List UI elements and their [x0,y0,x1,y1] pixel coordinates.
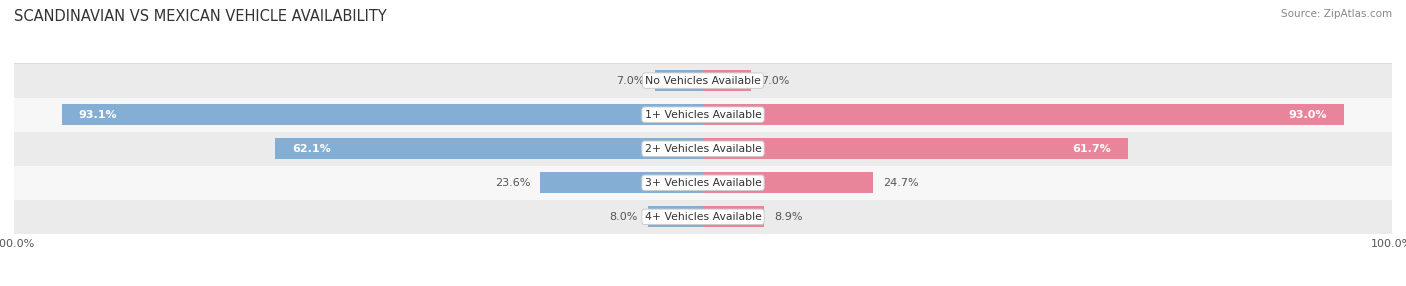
Text: 62.1%: 62.1% [292,144,332,154]
Bar [655,70,703,91]
Bar [540,172,703,193]
Text: SCANDINAVIAN VS MEXICAN VEHICLE AVAILABILITY: SCANDINAVIAN VS MEXICAN VEHICLE AVAILABI… [14,9,387,23]
Bar [703,104,1344,125]
Bar [703,138,1128,159]
Text: 2+ Vehicles Available: 2+ Vehicles Available [644,144,762,154]
Text: No Vehicles Available: No Vehicles Available [645,76,761,86]
Text: 24.7%: 24.7% [883,178,920,188]
Text: 7.0%: 7.0% [762,76,790,86]
Bar [703,70,751,91]
Text: 93.0%: 93.0% [1288,110,1326,120]
Bar [62,104,703,125]
Text: 8.0%: 8.0% [609,212,637,222]
Bar [14,132,1392,166]
Bar [648,206,703,227]
Text: 7.0%: 7.0% [616,76,644,86]
Text: 4+ Vehicles Available: 4+ Vehicles Available [644,212,762,222]
Bar [276,138,703,159]
Bar [703,206,765,227]
Text: 61.7%: 61.7% [1073,144,1111,154]
Text: 1+ Vehicles Available: 1+ Vehicles Available [644,110,762,120]
Bar [14,200,1392,234]
Bar [14,63,1392,98]
Text: Source: ZipAtlas.com: Source: ZipAtlas.com [1281,9,1392,19]
Text: 93.1%: 93.1% [79,110,118,120]
Text: 23.6%: 23.6% [495,178,530,188]
Bar [703,172,873,193]
Text: 3+ Vehicles Available: 3+ Vehicles Available [644,178,762,188]
Bar [14,98,1392,132]
Bar [14,166,1392,200]
Text: 8.9%: 8.9% [775,212,803,222]
